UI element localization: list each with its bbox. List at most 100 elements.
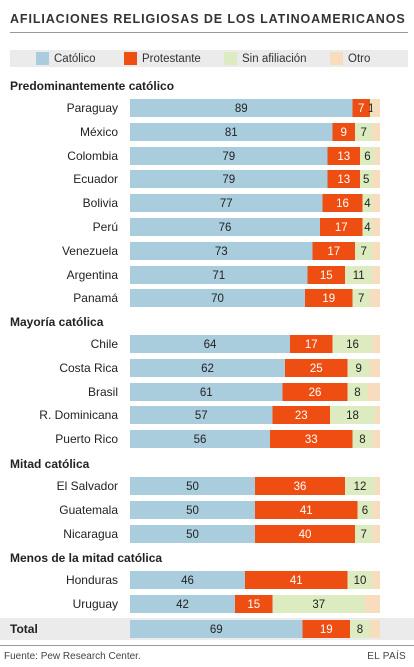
bar-segment-catolico-ecuador xyxy=(130,170,328,188)
bar-segment-catolico-panama xyxy=(130,289,305,307)
data-label-catolico-venezuela: 73 xyxy=(215,246,228,258)
bar-segment-catolico-colombia xyxy=(130,147,328,165)
bar-segment-sin-afiliacion-uruguay xyxy=(272,595,365,613)
bar-segment-otro-nicaragua xyxy=(372,525,380,543)
legend-label-protestante: Protestante xyxy=(142,52,201,65)
bar-segment-otro-costa-rica xyxy=(370,359,380,377)
data-label-catolico-panama: 70 xyxy=(211,293,224,305)
bar-segment-otro-guatemala xyxy=(372,501,380,519)
data-label-sin-afiliacion-venezuela: 7 xyxy=(361,246,367,258)
total-label: Total xyxy=(10,622,38,636)
legend-swatch-sin-afiliacion xyxy=(224,52,237,65)
bar-segment-sin-afiliacion-panama xyxy=(352,289,370,307)
group-header-mayoria-catolica: Mayoría católica xyxy=(10,315,104,329)
row-label-panama: Panamá xyxy=(73,291,118,305)
data-label-protestante-guatemala: 41 xyxy=(300,505,313,517)
bar-segment-sin-afiliacion-bolivia xyxy=(362,194,373,212)
data-label-catolico-el-salvador: 50 xyxy=(186,481,199,493)
bar-segment-otro-uruguay xyxy=(365,595,380,613)
data-label-protestante-el-salvador: 36 xyxy=(294,481,307,493)
bar-segment-sin-afiliacion-colombia xyxy=(360,147,375,165)
bar-segment-sin-afiliacion-ecuador xyxy=(360,170,373,188)
data-label-protestante-nicaragua: 40 xyxy=(299,529,312,541)
bar-segment-catolico-total xyxy=(130,620,303,638)
data-label-protestante-colombia: 13 xyxy=(337,151,350,163)
bar-segment-protestante-panama xyxy=(305,289,353,307)
bar-segment-protestante-ecuador xyxy=(327,170,360,188)
data-label-protestante-argentina: 15 xyxy=(320,270,333,282)
bar-segment-catolico-costa-rica xyxy=(130,359,285,377)
data-label-protestante-ecuador: 13 xyxy=(337,174,350,186)
bar-segment-sin-afiliacion-paraguay xyxy=(370,99,373,117)
group-header-mitad-catolica: Mitad católica xyxy=(10,457,90,471)
data-label-sin-afiliacion-nicaragua: 7 xyxy=(361,529,367,541)
data-label-catolico-mexico: 81 xyxy=(225,127,238,139)
bar-segment-protestante-mexico xyxy=(332,123,355,141)
row-label-r-dominicana: R. Dominicana xyxy=(39,408,118,422)
data-label-catolico-chile: 64 xyxy=(204,339,217,351)
data-label-catolico-bolivia: 77 xyxy=(220,198,233,210)
bar-segment-protestante-nicaragua xyxy=(255,525,355,543)
bar-segment-otro-panama xyxy=(370,289,380,307)
data-label-sin-afiliacion-brasil: 8 xyxy=(354,387,360,399)
bar-segment-protestante-colombia xyxy=(327,147,360,165)
data-label-sin-afiliacion-guatemala: 6 xyxy=(362,505,368,517)
data-label-protestante-panama: 19 xyxy=(322,293,335,305)
bar-segment-otro-bolivia xyxy=(372,194,380,212)
data-label-sin-afiliacion-total: 8 xyxy=(357,624,363,636)
data-label-catolico-paraguay: 89 xyxy=(235,103,248,115)
data-label-catolico-uruguay: 42 xyxy=(176,599,189,611)
bar-segment-otro-chile xyxy=(372,335,380,353)
data-label-sin-afiliacion-paraguay: 1 xyxy=(368,103,374,115)
data-label-protestante-mexico: 9 xyxy=(341,127,347,139)
bar-segment-sin-afiliacion-guatemala xyxy=(357,501,373,519)
bar-segment-protestante-argentina xyxy=(307,266,345,284)
bar-segment-sin-afiliacion-brasil xyxy=(347,383,368,401)
bar-segment-catolico-chile xyxy=(130,335,290,353)
bar-segment-protestante-uruguay xyxy=(235,595,273,613)
data-label-sin-afiliacion-peru: 4 xyxy=(364,222,371,234)
footer-divider xyxy=(0,645,414,646)
bar-segment-otro-peru xyxy=(372,218,380,236)
data-label-sin-afiliacion-puerto-rico: 8 xyxy=(359,434,365,446)
bar-segment-catolico-uruguay xyxy=(130,595,235,613)
row-label-venezuela: Venezuela xyxy=(62,244,118,258)
bar-segment-protestante-bolivia xyxy=(322,194,363,212)
legend-item-sin-afiliacion: Sin afiliación xyxy=(224,50,307,67)
row-label-guatemala: Guatemala xyxy=(59,503,118,517)
data-label-catolico-total: 69 xyxy=(210,624,223,636)
bar-segment-sin-afiliacion-mexico xyxy=(355,123,373,141)
data-label-catolico-costa-rica: 62 xyxy=(201,363,214,375)
bar-segment-catolico-puerto-rico xyxy=(130,430,270,448)
bar-segment-catolico-peru xyxy=(130,218,320,236)
row-label-peru: Perú xyxy=(93,220,118,234)
bar-segment-catolico-honduras xyxy=(130,571,245,589)
data-label-sin-afiliacion-chile: 16 xyxy=(346,339,359,351)
bar-segment-protestante-costa-rica xyxy=(285,359,348,377)
data-label-protestante-total: 19 xyxy=(320,624,333,636)
brand-logo: EL PAÍS xyxy=(367,651,406,662)
data-label-protestante-peru: 17 xyxy=(335,222,348,234)
data-label-protestante-uruguay: 15 xyxy=(247,599,260,611)
row-label-colombia: Colombia xyxy=(67,149,118,163)
bar-segment-otro-paraguay xyxy=(372,99,380,117)
row-label-ecuador: Ecuador xyxy=(73,172,118,186)
data-label-catolico-r-dominicana: 57 xyxy=(195,410,208,422)
data-label-sin-afiliacion-uruguay: 37 xyxy=(312,599,325,611)
bar-segment-sin-afiliacion-peru xyxy=(362,218,373,236)
bar-segment-otro-venezuela xyxy=(372,242,380,260)
data-label-protestante-brasil: 26 xyxy=(309,387,322,399)
bar-segment-catolico-bolivia xyxy=(130,194,323,212)
bar-segment-otro-brasil xyxy=(367,383,380,401)
legend-swatch-protestante xyxy=(124,52,137,65)
legend-swatch-otro xyxy=(330,52,343,65)
row-label-paraguay: Paraguay xyxy=(67,101,118,115)
group-header-predominantemente-catolico: Predominantemente católico xyxy=(10,79,174,93)
data-label-protestante-venezuela: 17 xyxy=(327,246,340,258)
data-label-catolico-nicaragua: 50 xyxy=(186,529,199,541)
data-label-protestante-honduras: 41 xyxy=(290,575,303,587)
bar-segment-otro-total xyxy=(370,620,380,638)
data-label-catolico-colombia: 79 xyxy=(222,151,235,163)
